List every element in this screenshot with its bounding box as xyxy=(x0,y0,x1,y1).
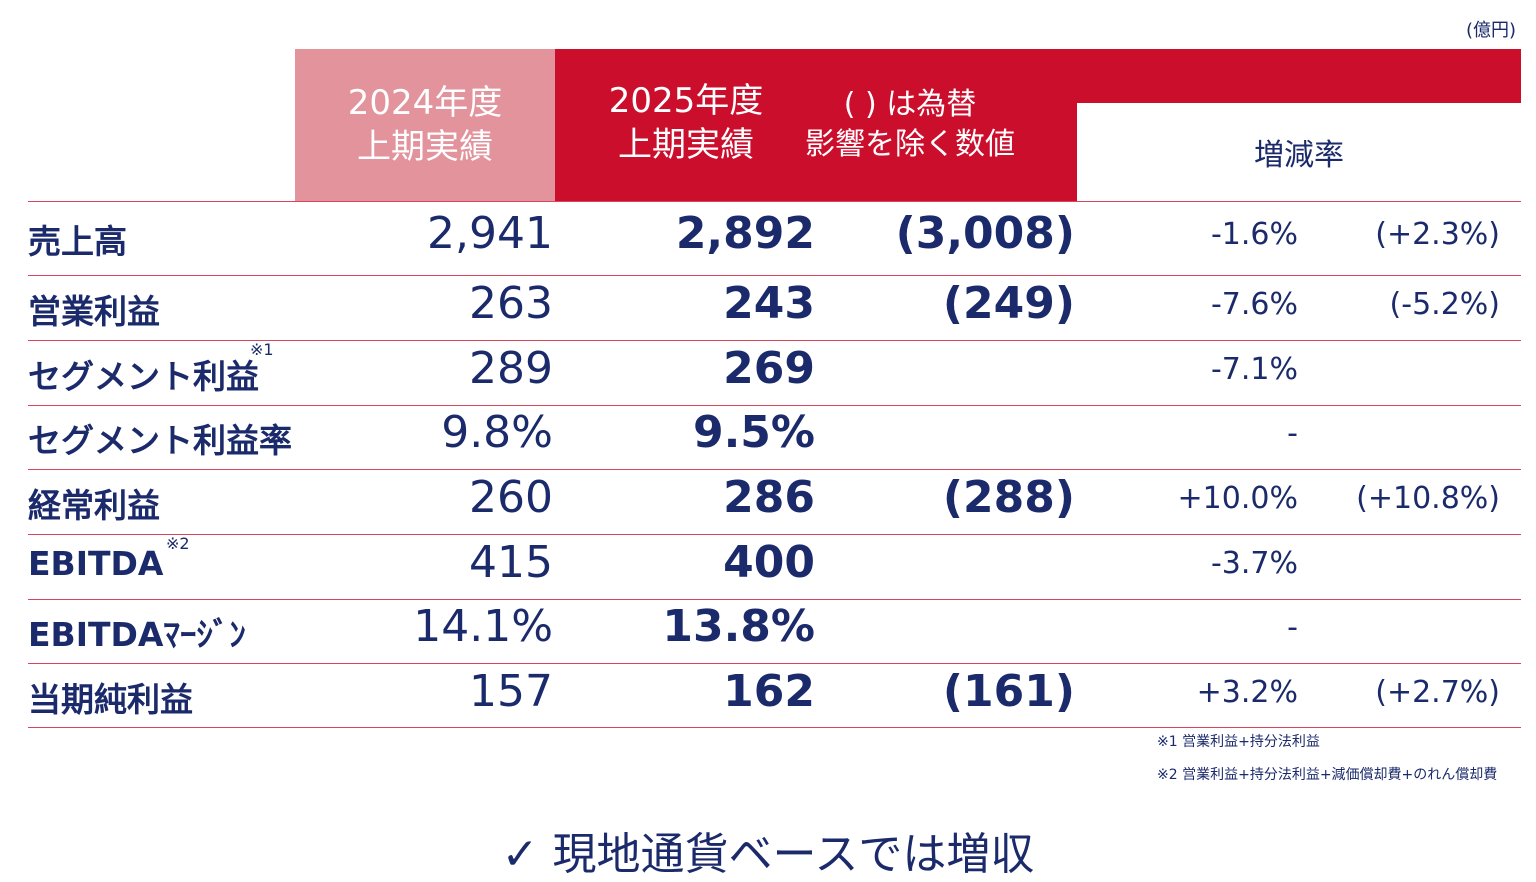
value-2024: 263 xyxy=(469,277,553,329)
row-label: セグメント利益率 xyxy=(28,421,292,460)
value-2024: 9.8% xyxy=(441,407,553,458)
header-fy2025-line1: 2025年度 xyxy=(608,81,764,121)
footnote-marker: ※2 xyxy=(166,533,190,553)
header-fx-line1: ( ) は為替 xyxy=(843,87,977,122)
table-row: セグメント利益 ※1 289 269 -7.1% xyxy=(28,340,1521,406)
value-2025: 9.5% xyxy=(692,407,815,458)
header-band xyxy=(1077,49,1521,103)
change-rate-fx-adjusted: (+2.3%) xyxy=(1375,217,1500,252)
header-fy2024-line2: 上期実績 xyxy=(357,127,493,167)
change-rate-fx-adjusted: (+2.7%) xyxy=(1375,674,1500,710)
value-2024: 2,941 xyxy=(427,208,553,259)
row-label: セグメント利益 xyxy=(28,356,259,396)
change-rate-fx-adjusted: (+10.8%) xyxy=(1356,480,1500,516)
change-rate: - xyxy=(1287,416,1298,451)
change-rate: -1.6% xyxy=(1210,217,1298,252)
value-2024: 260 xyxy=(469,471,553,523)
table-row: 営業利益 263 243 (249) -7.6% (-5.2%) xyxy=(28,275,1521,341)
footnote-marker: ※1 xyxy=(250,339,274,359)
change-rate: -3.7% xyxy=(1210,545,1298,581)
value-fx-adjusted: (3,008) xyxy=(895,208,1075,259)
value-fx-adjusted: (161) xyxy=(942,665,1075,717)
value-fx-adjusted: (288) xyxy=(942,471,1075,523)
header-fy2024-line1: 2024年度 xyxy=(347,83,503,123)
table-row: セグメント利益率 9.8% 9.5% - xyxy=(28,405,1521,470)
value-2024: 289 xyxy=(469,342,553,394)
row-label: 営業利益 xyxy=(28,291,160,331)
change-rate: -7.1% xyxy=(1210,351,1298,387)
value-2025: 2,892 xyxy=(675,208,815,259)
value-2024: 14.1% xyxy=(413,601,553,652)
header-fx-line2: 影響を除く数値 xyxy=(805,127,1015,162)
header-rate: 増減率 xyxy=(1254,138,1344,173)
row-label: 売上高 xyxy=(28,222,127,261)
change-rate: - xyxy=(1287,610,1298,645)
value-2025: 243 xyxy=(723,277,815,329)
value-fx-adjusted: (249) xyxy=(942,277,1075,329)
row-label: 当期純利益 xyxy=(28,679,193,719)
table-row: EBITDA ※2 415 400 -3.7% xyxy=(28,534,1521,600)
table-row: 経常利益 260 286 (288) +10.0% (+10.8%) xyxy=(28,469,1521,535)
header-fy2025: 2025年度 上期実績 ( ) は為替影響を除く数値 xyxy=(555,49,1077,201)
row-label: EBITDAﾏｰｼﾞﾝ xyxy=(28,615,246,654)
value-2024: 157 xyxy=(469,665,553,717)
header-fy2025-line2: 上期実績 xyxy=(618,125,754,165)
change-rate: +3.2% xyxy=(1196,674,1298,710)
conclusion-text: ✓ 現地通貨ベースでは増収 xyxy=(501,829,1035,880)
value-2025: 286 xyxy=(723,471,815,523)
row-label: 経常利益 xyxy=(28,485,160,525)
change-rate: -7.6% xyxy=(1210,286,1298,322)
table-row: 当期純利益 157 162 (161) +3.2% (+2.7%) xyxy=(28,663,1521,729)
change-rate-fx-adjusted: (-5.2%) xyxy=(1389,286,1500,322)
value-2025: 162 xyxy=(723,665,815,717)
table-row: EBITDAﾏｰｼﾞﾝ 14.1% 13.8% - xyxy=(28,599,1521,664)
header-fy2024: 2024年度 上期実績 xyxy=(295,49,555,201)
row-label: EBITDA xyxy=(28,543,164,583)
value-2024: 415 xyxy=(469,536,553,588)
footnote-1: ※1 営業利益+持分法利益 xyxy=(1157,734,1320,750)
value-2025: 400 xyxy=(723,536,815,588)
change-rate: +10.0% xyxy=(1177,480,1298,516)
table-bottom-border xyxy=(28,727,1521,728)
value-2025: 13.8% xyxy=(662,601,815,652)
value-2025: 269 xyxy=(723,342,815,394)
table-row: 売上高 2,941 2,892 (3,008) -1.6% (+2.3%) xyxy=(28,201,1521,276)
footnote-2: ※2 営業利益+持分法利益+減価償却費+のれん償却費 xyxy=(1157,767,1498,783)
unit-label: (億円) xyxy=(1465,20,1516,41)
